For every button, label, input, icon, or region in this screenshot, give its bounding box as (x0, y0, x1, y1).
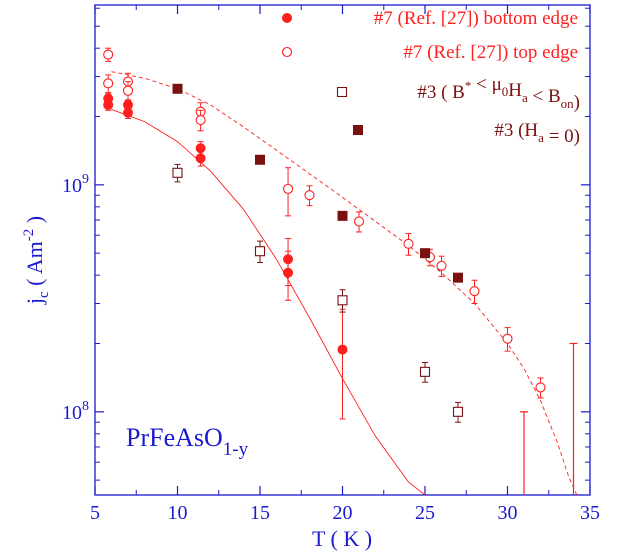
x-axis-title: T ( K ) (312, 526, 372, 551)
top-point (122, 85, 134, 96)
x-tick-labels: 5 10 15 20 25 30 35 (90, 502, 600, 524)
top-point (403, 238, 414, 249)
x-tick-label: 35 (580, 502, 600, 524)
y-tick-labels: 108 109 (62, 172, 89, 424)
filled-square-point (337, 210, 348, 221)
legend: #7 (Ref. [27]) bottom edge #7 (Ref. [27])… (281, 8, 580, 147)
top-point (502, 333, 513, 344)
plot-frame (94, 4, 591, 496)
top-edge-fit-line (111, 71, 578, 496)
bottom-point (195, 153, 206, 164)
fit-curves (111, 71, 578, 496)
x-tick-label: 25 (415, 502, 435, 524)
legend-marker-filled-square (353, 125, 363, 135)
top-point (282, 183, 294, 194)
top-point (195, 114, 206, 126)
x-tick-label: 20 (333, 502, 353, 524)
legend-label-open-square: #3 ( B* < μ0Ha < Bon) (417, 74, 580, 113)
open-square-point (419, 366, 431, 377)
bottom-point (103, 99, 114, 110)
filled-square-point (420, 248, 430, 259)
bottom-edge-fit-line (111, 108, 426, 496)
legend-label-top: #7 (Ref. [27]) top edge (403, 42, 578, 63)
open-square-point (452, 406, 464, 417)
top-point (103, 49, 114, 60)
bottom-point (123, 107, 133, 118)
y-axis-title: jc ( Am-2 ) (21, 216, 52, 305)
open-square-point (254, 246, 266, 257)
filled-square-point (172, 83, 183, 94)
data-points (103, 47, 546, 423)
legend-label-bottom: #7 (Ref. [27]) bottom edge (374, 8, 578, 29)
axis-ticks (94, 5, 591, 495)
y-tick-label: 108 (62, 399, 89, 424)
x-tick-label: 30 (498, 502, 518, 524)
legend-marker-top (281, 46, 293, 58)
y-tick-label: 109 (62, 172, 89, 197)
top-point (436, 260, 447, 271)
x-tick-label: 5 (90, 502, 100, 524)
top-point (304, 190, 315, 201)
legend-marker-open-square (336, 86, 348, 98)
legend-marker-bottom (282, 13, 292, 23)
x-tick-label: 10 (168, 502, 188, 524)
filled-square-point (453, 272, 463, 283)
bottom-point (337, 344, 348, 355)
open-square-point (337, 295, 348, 306)
legend-label-filled-square: #3 (Ha = 0) (494, 120, 580, 147)
top-point (353, 216, 365, 227)
open-square-point (172, 167, 183, 178)
top-point (103, 78, 114, 89)
sample-annotation: PrFeAsO1-y (126, 423, 249, 460)
x-tick-label: 15 (250, 502, 270, 524)
top-point (535, 382, 546, 393)
filled-square-point (255, 154, 265, 165)
top-point (469, 286, 480, 297)
bottom-point (283, 267, 294, 278)
